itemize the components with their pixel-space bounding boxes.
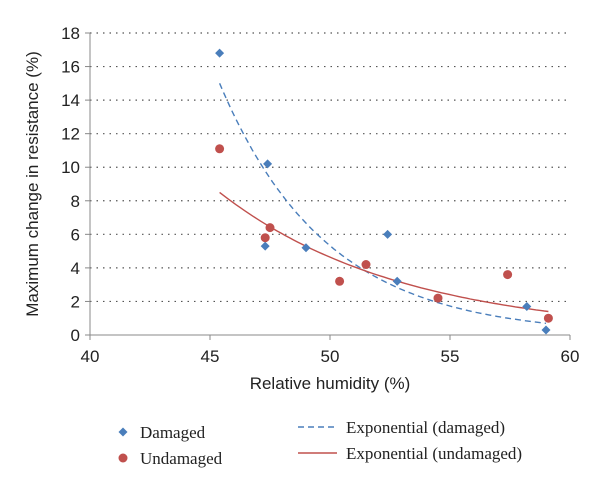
legend-marker-damaged (118, 427, 128, 437)
x-tick-label: 50 (321, 347, 340, 366)
y-tick-label: 0 (71, 326, 80, 345)
legend-label-undamaged: Undamaged (140, 449, 223, 468)
y-tick-label: 14 (61, 91, 80, 110)
y-tick-label: 4 (71, 259, 80, 278)
point-damaged (263, 159, 273, 169)
point-undamaged (503, 270, 513, 280)
x-tick-label: 40 (81, 347, 100, 366)
y-tick-label: 8 (71, 192, 80, 211)
data-points (215, 48, 553, 335)
x-tick-label: 45 (201, 347, 220, 366)
axes (85, 32, 571, 340)
y-axis-title: Maximum change in resistance (%) (23, 51, 42, 316)
point-damaged (541, 325, 551, 335)
y-tick-label: 18 (61, 24, 80, 43)
y-tick-label: 2 (71, 292, 80, 311)
legend-label-exponential-damaged: Exponential (damaged) (346, 418, 505, 437)
point-undamaged (433, 293, 443, 303)
y-tick-label: 12 (61, 125, 80, 144)
y-tick-label: 10 (61, 158, 80, 177)
point-damaged (215, 48, 225, 58)
trendlines (218, 83, 549, 324)
x-axis-title: Relative humidity (%) (250, 374, 411, 393)
point-damaged (301, 243, 311, 253)
point-damaged (522, 301, 532, 311)
legend-label-damaged: Damaged (140, 423, 206, 442)
trendline-undamaged (219, 191, 549, 313)
point-undamaged (215, 144, 225, 154)
grid-lines (90, 32, 570, 303)
x-tick-label: 55 (441, 347, 460, 366)
point-undamaged (335, 276, 345, 286)
point-undamaged (543, 313, 553, 323)
point-damaged (260, 241, 270, 251)
legend-label-exponential-undamaged: Exponential (undamaged) (346, 444, 522, 463)
trendline-damaged (218, 83, 547, 324)
point-undamaged (361, 260, 371, 270)
point-undamaged (265, 223, 275, 233)
point-damaged (383, 229, 393, 239)
tick-labels: 0 2 4 6 8 10 12 14 16 18 40 45 50 55 60 (61, 24, 579, 366)
point-undamaged (260, 233, 270, 243)
x-tick-label: 60 (561, 347, 580, 366)
y-tick-label: 16 (61, 58, 80, 77)
y-tick-label: 6 (71, 225, 80, 244)
point-damaged (392, 276, 402, 286)
legend-marker-undamaged (118, 453, 128, 463)
legend: Damaged Undamaged Exponential (damaged) Exp… (118, 418, 522, 468)
